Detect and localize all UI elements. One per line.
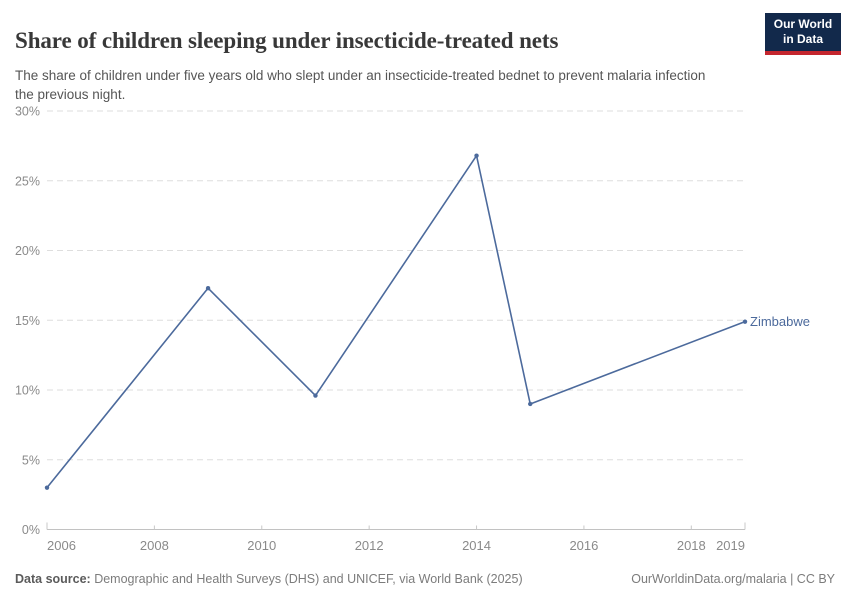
series-line-zimbabwe[interactable] [46, 154, 746, 489]
y-tick-label-30: 30% [15, 105, 40, 119]
data-source-text: Demographic and Health Surveys (DHS) and… [90, 572, 523, 586]
y-tick-label-25: 25% [15, 174, 40, 188]
page-title: Share of children sleeping under insecti… [15, 28, 559, 54]
x-tick-label-2010: 2010 [247, 538, 276, 553]
data-point-zimbabwe-2019[interactable] [742, 319, 748, 324]
y-tick-label-15: 15% [15, 314, 40, 328]
data-point-zimbabwe-2006[interactable] [44, 485, 50, 490]
y-tick-label-10: 10% [15, 384, 40, 398]
data-source-label: Data source: [15, 572, 91, 586]
chart-footer: Data source: Demographic and Health Surv… [15, 572, 835, 586]
y-tick-label-0: 0% [22, 523, 40, 537]
owid-logo-line1: Our World [773, 17, 833, 31]
owid-credit-link[interactable]: OurWorldinData.org/malaria | CC BY [631, 572, 835, 586]
x-tick-label-2008: 2008 [140, 538, 169, 553]
chart-subtitle: The share of children under five years o… [15, 67, 706, 102]
data-point-zimbabwe-2009[interactable] [205, 285, 211, 291]
x-tick-label-2018: 2018 [677, 538, 706, 553]
y-tick-label-20: 20% [15, 244, 40, 258]
y-tick-label-5: 5% [22, 453, 40, 467]
data-point-zimbabwe-2014[interactable] [474, 153, 479, 158]
x-tick-label-2016: 2016 [569, 538, 598, 553]
x-tick-label-2012: 2012 [355, 538, 384, 553]
x-tick-label-2014: 2014 [462, 538, 491, 553]
data-source-note: Data source: Demographic and Health Surv… [15, 572, 523, 586]
data-point-zimbabwe-2015[interactable] [528, 401, 533, 407]
series-end-label-zimbabwe[interactable]: Zimbabwe [750, 314, 810, 329]
owid-logo[interactable]: Our World in Data [765, 13, 841, 55]
x-tick-label-2006: 2006 [47, 538, 76, 553]
data-point-zimbabwe-2011[interactable] [313, 393, 318, 398]
x-tick-label-2019: 2019 [716, 538, 745, 553]
owid-logo-line2: in Data [782, 32, 823, 46]
